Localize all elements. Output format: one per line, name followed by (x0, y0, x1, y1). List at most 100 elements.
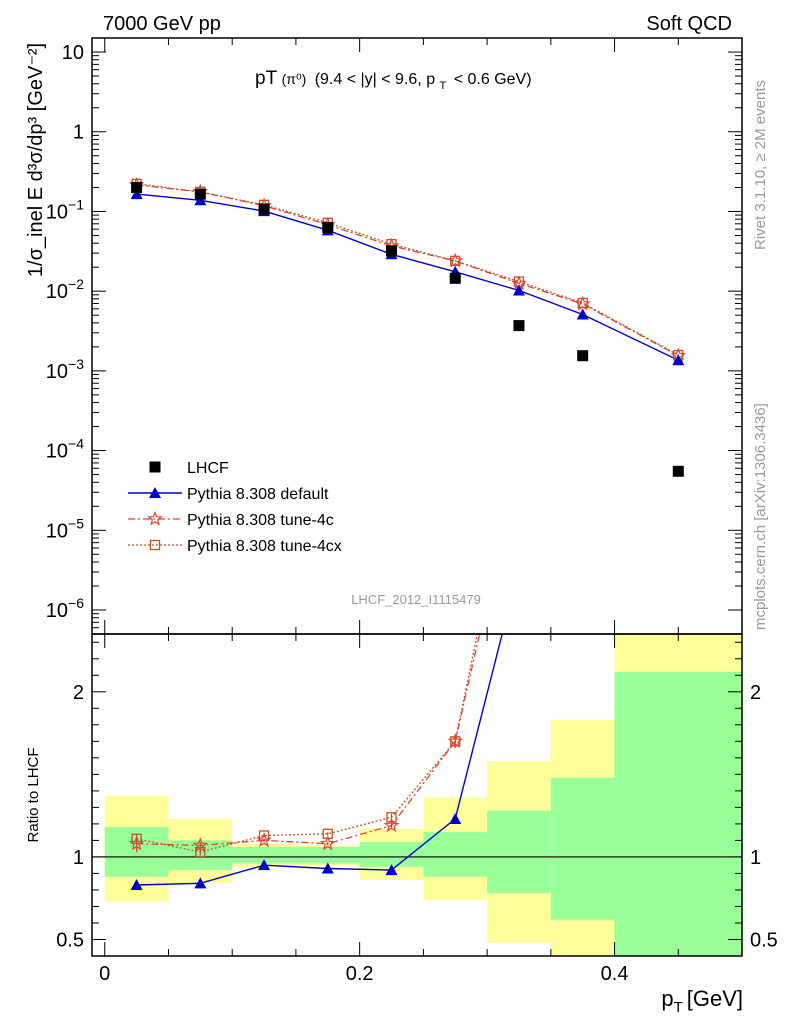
ratio-point-default (449, 812, 462, 824)
y-tick-label: 10−3 (46, 356, 84, 383)
point-default (130, 188, 143, 200)
legend-label-lhcf: LHCF (187, 460, 229, 477)
legend: LHCF Pythia 8.308 default Pythia 8.308 tun… (128, 460, 342, 555)
ratio-point-default (194, 877, 207, 889)
point-default (194, 194, 207, 206)
point-lhcf (131, 181, 143, 193)
ratio-band-inner (550, 777, 615, 920)
point-lhcf (577, 350, 589, 362)
point-default (672, 354, 685, 366)
point-default (576, 308, 589, 320)
series-line-tune4cx (136, 183, 679, 356)
plot-title-tail: < 0.6 GeV) (454, 71, 532, 88)
y-tick-label: 10−1 (46, 196, 84, 223)
y-tick-label: 1 (73, 122, 84, 144)
plot-title-pi0: (π⁰) (282, 71, 307, 87)
ratio-band-inner (614, 671, 742, 956)
y-tick-label: 10−6 (46, 595, 84, 622)
point-lhcf (672, 465, 684, 477)
point-default (512, 284, 525, 296)
analysis-id: LHCF_2012_I1115479 (351, 592, 481, 607)
ratio-band-inner (423, 832, 488, 877)
y-tick-label-exponent: −4 (68, 436, 84, 452)
ratio-tick-label-left: 0.5 (56, 929, 84, 951)
y-tick-label-base: 10 (46, 361, 68, 383)
y-tick-label-exponent: −5 (68, 515, 84, 531)
legend-label-tune4cx: Pythia 8.308 tune-4cx (187, 538, 342, 555)
y-tick-label-base: 10 (46, 600, 68, 622)
y-axis-label-ratio: Ratio to LHCF (25, 747, 42, 842)
plot-title-sub: T (440, 80, 447, 92)
ratio-band-inner (232, 847, 296, 864)
ratio-tick-label-right: 0.5 (750, 929, 778, 951)
plot-title-pt: pT (255, 68, 278, 89)
ratio-band-inner (295, 847, 360, 864)
ratio-point-default (321, 862, 334, 874)
ratio-point-default (130, 878, 143, 890)
ratio-point-tune4c (320, 835, 336, 851)
y-tick-label: 10−5 (46, 515, 84, 542)
ratio-tick-label-left: 2 (73, 682, 84, 704)
ratio-point-tune4c (192, 837, 209, 852)
ratio-frame (91, 633, 743, 957)
x-axis-label-unit: [GeV] (687, 986, 743, 1011)
ratio-point-default (385, 864, 398, 876)
y-tick-label-exponent: −2 (68, 276, 84, 292)
x-tick-label: 0 (99, 963, 110, 985)
process-label: Soft QCD (646, 13, 732, 35)
x-tick-label: 0.4 (601, 963, 629, 985)
ratio-point-tune4c (128, 835, 145, 851)
y-tick-label-exponent: −3 (68, 356, 84, 372)
plot-title-range: (9.4 < |y| < 9.6, p (315, 71, 435, 88)
ratio-line-tune4c (136, 634, 481, 847)
y-tick-label-base: 10 (46, 281, 68, 303)
main-panel (128, 176, 687, 477)
legend-label-tune4c: Pythia 8.308 tune-4c (187, 512, 334, 529)
plot-title: pT (π⁰) (9.4 < |y| < 9.6, p T < 0.6 GeV) (255, 68, 532, 93)
legend-label-default: Pythia 8.308 default (187, 486, 329, 503)
main-series-group (128, 176, 687, 477)
ratio-point-tune4cx (386, 812, 397, 823)
ratio-tick-label-left: 1 (73, 847, 84, 869)
point-lhcf (194, 188, 206, 200)
legend-marker-tune4c (147, 510, 163, 526)
y-tick-label: 10−4 (46, 436, 84, 463)
y-tick-label-exponent: −1 (68, 196, 84, 212)
ratio-point-tune4c (383, 817, 400, 833)
point-lhcf (322, 221, 334, 233)
series-line-default (136, 193, 679, 361)
point-lhcf (449, 272, 461, 284)
ratio-tick-label-right: 2 (750, 682, 761, 704)
energy-label: 7000 GeV pp (103, 13, 221, 35)
point-lhcf (258, 203, 270, 215)
ratio-tick-label-right: 1 (750, 847, 761, 869)
legend-marker-lhcf (149, 461, 161, 473)
rivet-label: Rivet 3.1.10, ≥ 2M events (752, 80, 769, 250)
y-tick-label: 10 (62, 42, 84, 64)
ratio-band-inner (359, 842, 424, 867)
y-tick-label-base: 10 (46, 441, 68, 463)
ratio-band-inner (487, 810, 551, 894)
y-tick-label: 10−2 (46, 276, 84, 303)
point-lhcf (386, 245, 398, 257)
y-tick-label-base: 10 (46, 520, 68, 542)
ratio-series-group (128, 634, 503, 890)
ratio-point-default (258, 859, 271, 871)
point-tune4c (447, 252, 463, 268)
ratio-point-tune4c (447, 733, 463, 748)
x-axis-label-p: p (661, 986, 673, 1011)
x-axis-label: pT [GeV] (661, 986, 743, 1016)
legend-marker-tune4cx (149, 539, 161, 551)
y-tick-label-base: 10 (46, 201, 68, 223)
x-axis-label-sub: T (674, 999, 683, 1016)
y-axis-label-main: 1/σ_inel E d³σ/dp³ [GeV⁻²] (25, 43, 47, 277)
point-lhcf (513, 320, 525, 332)
point-tune4c (574, 295, 591, 311)
legend-marker-default (149, 487, 161, 498)
ratio-point-tune4c (256, 832, 272, 848)
x-tick-label: 0.2 (346, 963, 374, 985)
y-tick-label-exponent: −6 (68, 595, 84, 611)
series-line-tune4c (136, 184, 679, 357)
